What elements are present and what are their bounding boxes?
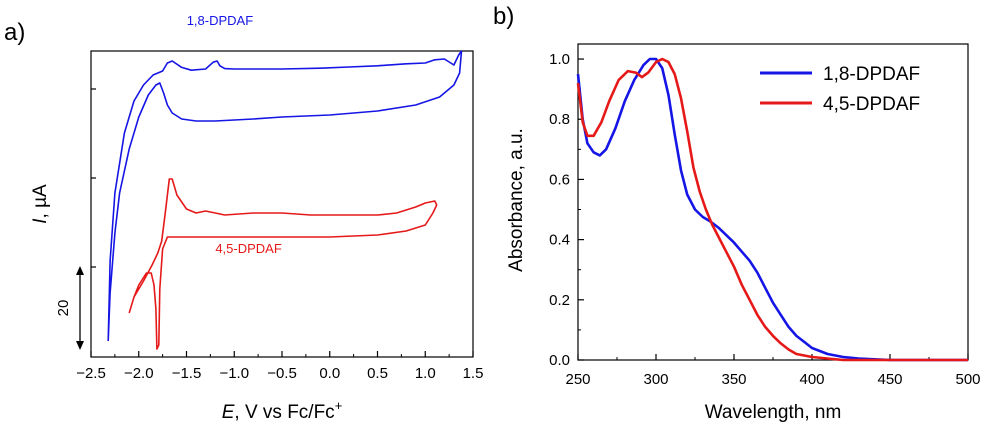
legend-label-4-5-dpdaf: 4,5-DPDAF [823, 94, 920, 115]
legend-label-1-8-dpdaf: 1,8-DPDAF [823, 64, 920, 85]
cv-x-axis-label: E, V vs Fc/Fc+ [222, 398, 343, 423]
cv-y-axis-label: I, µA [30, 184, 51, 224]
scale-bar-arrow-down [76, 341, 84, 350]
abs-series-4-5-dpdaf [576, 57, 968, 362]
cv-x-tick-label: 1.0 [415, 365, 436, 382]
abs-x-tick-label: 250 [565, 371, 590, 388]
cv-x-tick-label: −2.5 [76, 365, 106, 382]
abs-y-ticks: 0.0 0.2 0.4 0.6 0.8 1.0 [549, 51, 584, 369]
panel-label-b: b) [493, 3, 514, 30]
abs-y-axis-label: Absorbance, a.u. [506, 128, 527, 272]
cv-x-tick-label: 1.5 [463, 365, 484, 382]
abs-chart: 250 300 350 400 450 500 0.0 0.2 0.4 0.6 0.8 1.0 1,… [506, 43, 981, 423]
abs-y-tick-label: 0.8 [549, 111, 570, 128]
cv-x-axis-label-sup: + [335, 398, 343, 413]
cv-x-tick-label: −1.5 [172, 365, 202, 382]
abs-legend: 1,8-DPDAF 4,5-DPDAF [760, 64, 920, 115]
cv-x-tick-label: −0.5 [267, 365, 297, 382]
cv-label-1-8-dpdaf: 1,8-DPDAF [187, 13, 254, 28]
cv-x-ticks: −2.5 −2.0 −1.5 −1.0 −0.5 0.0 0.5 1.0 1.5 [76, 351, 483, 382]
cv-x-tick-label: 0.5 [367, 365, 388, 382]
abs-y-tick-label: 1.0 [549, 51, 570, 68]
abs-x-tick-label: 500 [955, 371, 980, 388]
scale-bar-label: 20 [55, 300, 72, 317]
cv-y-ticks [91, 88, 96, 268]
cv-chart: −2.5 −2.0 −1.5 −1.0 −0.5 0.0 0.5 1.0 1.5 1,8-DPD… [30, 13, 483, 423]
cv-x-tick-label: −2.0 [124, 365, 154, 382]
cv-x-axis-label-rest: , V vs Fc/Fc [234, 402, 334, 423]
abs-series-1-8-dpdaf [576, 57, 968, 362]
abs-x-ticks: 250 300 350 400 450 500 [565, 354, 981, 388]
abs-x-tick-label: 400 [799, 371, 824, 388]
cv-y-axis-label-italic: I [30, 218, 51, 224]
scale-bar-arrow-up [76, 266, 84, 275]
cv-x-tick-label: −1.0 [219, 365, 249, 382]
abs-x-tick-label: 450 [877, 371, 902, 388]
cv-y-axis-label-rest: , µA [30, 184, 51, 219]
abs-x-axis-label: Wavelength, nm [705, 402, 842, 423]
cv-series-1-8-dpdaf [107, 50, 463, 342]
abs-y-tick-label: 0.6 [549, 171, 570, 188]
cv-scale-bar: 20 [55, 266, 84, 350]
cv-x-axis-label-italic: E [222, 402, 235, 423]
abs-x-tick-label: 300 [643, 371, 668, 388]
cv-curve-labels: 1,8-DPDAF 4,5-DPDAF [187, 13, 282, 256]
cv-series-group [107, 50, 463, 350]
abs-plot-frame [577, 43, 969, 361]
abs-series-group [576, 57, 968, 362]
cv-x-tick-label: 0.0 [319, 365, 340, 382]
abs-y-tick-label: 0.4 [549, 232, 570, 249]
abs-y-tick-label: 0.0 [549, 352, 570, 369]
abs-x-tick-label: 350 [721, 371, 746, 388]
cv-series-4-5-dpdaf [128, 178, 438, 350]
abs-y-tick-label: 0.2 [549, 292, 570, 309]
cv-label-4-5-dpdaf: 4,5-DPDAF [215, 241, 282, 256]
panel-label-a: a) [4, 19, 25, 46]
